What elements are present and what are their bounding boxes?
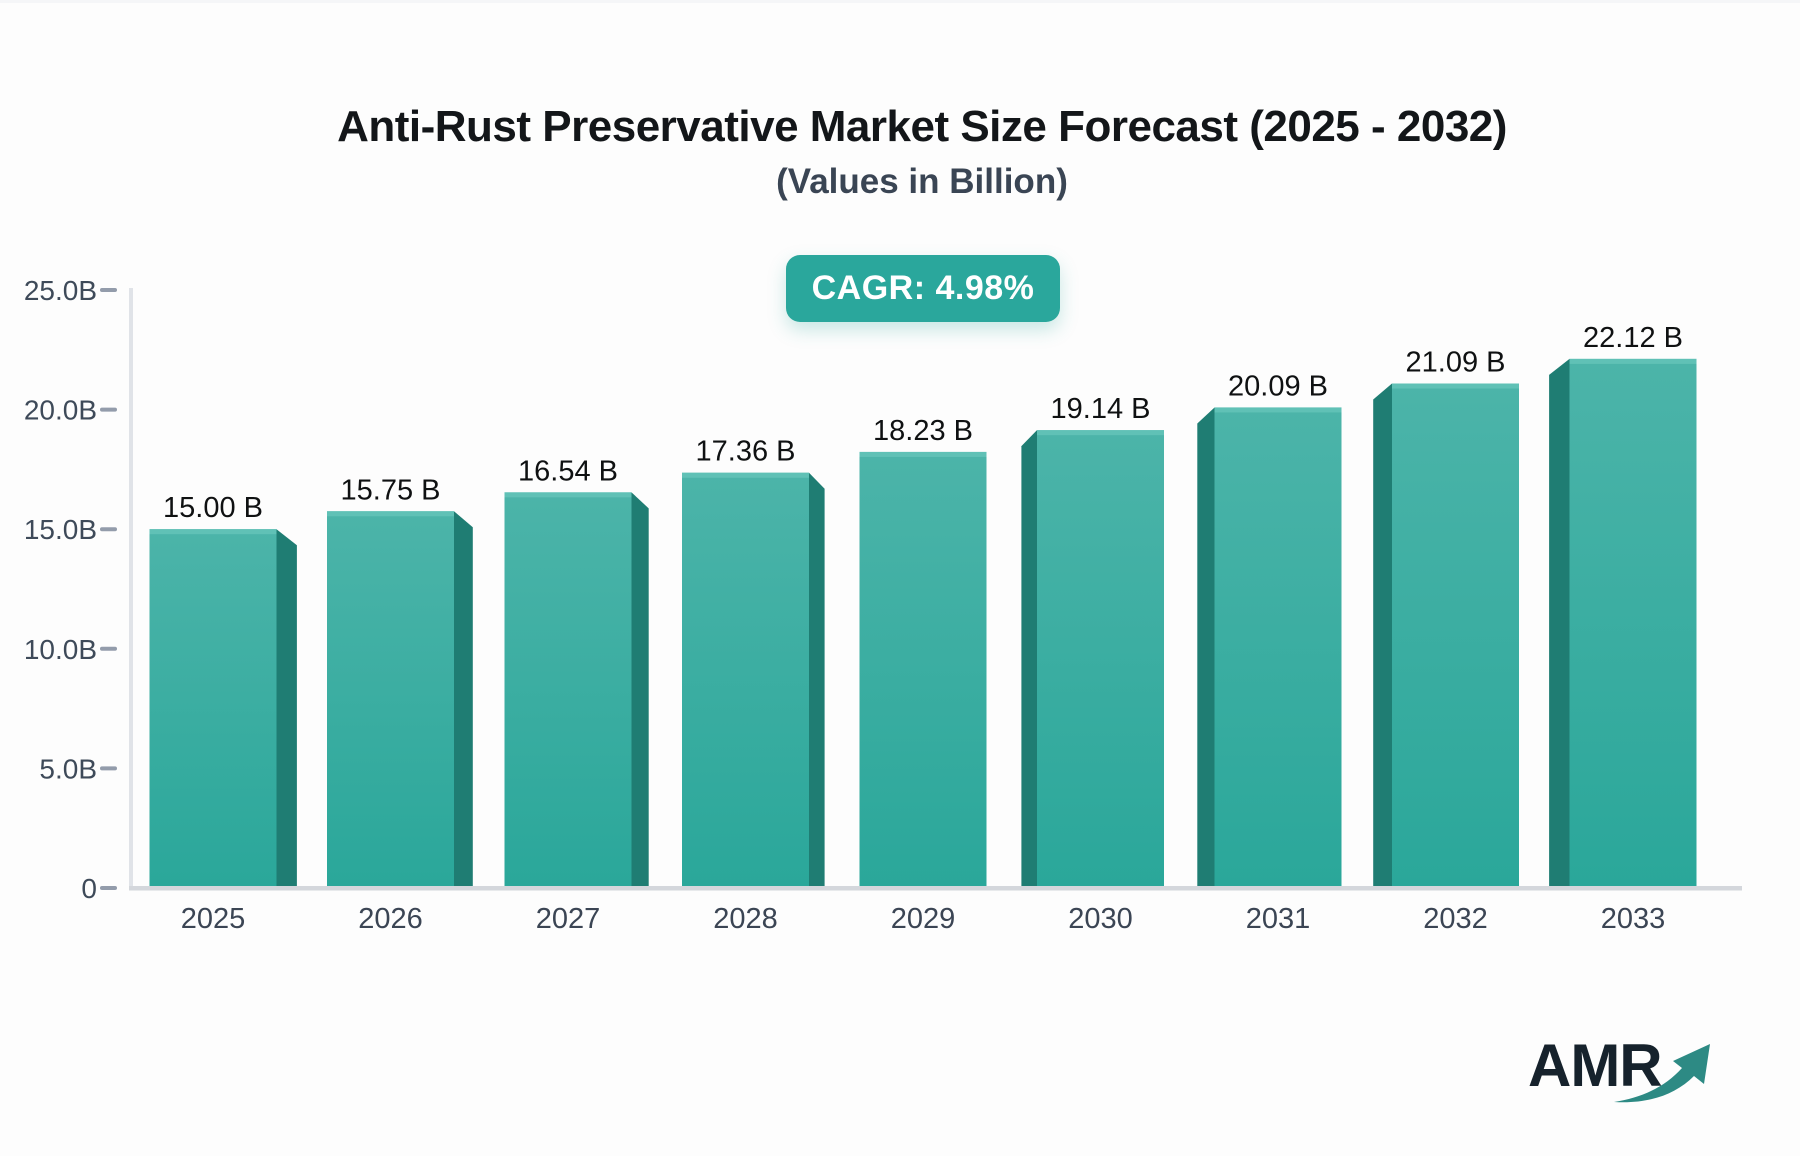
- x-axis-label: 2033: [1601, 903, 1666, 935]
- x-axis-label: 2028: [713, 903, 778, 935]
- bar-side-face: [1373, 383, 1392, 888]
- bar-side-face: [1021, 430, 1037, 888]
- y-axis-tick: [100, 288, 117, 292]
- bar-top-edge: [1037, 430, 1164, 436]
- bar-top-edge: [327, 511, 454, 517]
- bar-top-edge: [504, 492, 632, 498]
- bar-side-face: [276, 529, 297, 888]
- y-axis-label: 25.0B: [24, 275, 97, 306]
- amr-logo: AMR: [1528, 1034, 1718, 1106]
- y-axis-label: 0: [81, 873, 97, 904]
- x-axis-label: 2025: [181, 903, 246, 935]
- bar-2033: [1569, 358, 1697, 888]
- bar-value-label: 15.75 B: [341, 474, 441, 506]
- bar-value-label: 22.12 B: [1583, 322, 1683, 354]
- bar-side-face: [809, 472, 825, 888]
- bar-side-face: [1549, 358, 1570, 888]
- bar-2025: [149, 529, 277, 888]
- bar-2026: [327, 511, 454, 888]
- bar-side-face: [1197, 407, 1215, 888]
- y-axis-tick: [100, 407, 117, 412]
- bar-top-edge: [149, 529, 277, 535]
- bar-value-label: 20.09 B: [1228, 370, 1328, 402]
- bar-top-edge: [1214, 407, 1342, 413]
- y-axis-tick: [100, 527, 117, 532]
- bar-2029: [859, 451, 987, 888]
- y-axis-tick: [100, 886, 117, 890]
- x-axis-line: [129, 886, 1742, 891]
- bar-2032: [1392, 383, 1519, 888]
- bar-value-label: 19.14 B: [1051, 393, 1151, 425]
- bar-side-face: [454, 511, 473, 888]
- y-axis-label: 15.0B: [24, 514, 97, 545]
- y-axis-line: [129, 288, 133, 888]
- growth-arrow-icon: [1614, 1044, 1710, 1103]
- bar-value-label: 21.09 B: [1406, 347, 1506, 379]
- x-axis-label: 2029: [891, 903, 956, 935]
- x-axis-label: 2027: [536, 903, 601, 935]
- bar-top-edge: [859, 451, 987, 457]
- y-axis-label: 10.0B: [24, 634, 97, 665]
- y-axis-label: 20.0B: [24, 395, 97, 426]
- bar-value-label: 15.00 B: [163, 492, 263, 524]
- bar-top-edge: [1392, 383, 1519, 389]
- bar-value-label: 18.23 B: [873, 415, 973, 447]
- x-axis-label: 2026: [358, 903, 423, 935]
- x-axis-label: 2030: [1068, 903, 1133, 935]
- amr-logo-text: AMR: [1528, 1032, 1663, 1099]
- y-axis-tick: [100, 646, 117, 651]
- bar-side-face: [631, 492, 649, 888]
- y-axis-tick: [100, 766, 117, 771]
- bar-2030: [1037, 430, 1164, 888]
- cagr-badge: CAGR: 4.98%: [786, 255, 1060, 322]
- x-axis-label: 2032: [1423, 903, 1488, 935]
- bar-value-label: 16.54 B: [518, 455, 618, 487]
- y-axis-label: 5.0B: [39, 753, 97, 784]
- bar-2027: [504, 492, 632, 888]
- chart-subtitle: (Values in Billion): [776, 162, 1068, 201]
- bar-2031: [1214, 407, 1342, 888]
- x-axis-label: 2031: [1246, 903, 1311, 935]
- bar-top-edge: [682, 472, 809, 478]
- bar-value-label: 17.36 B: [696, 436, 796, 468]
- bar-top-edge: [1569, 358, 1697, 364]
- chart-title: Anti-Rust Preservative Market Size Forec…: [337, 102, 1507, 151]
- page-top-strip: [0, 0, 1800, 3]
- bar-2028: [682, 472, 809, 888]
